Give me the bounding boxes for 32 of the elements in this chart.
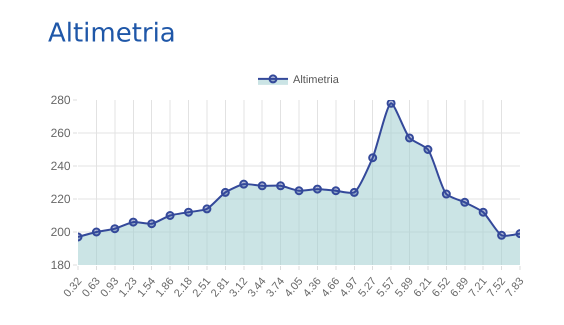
chart-title: Altimetria bbox=[48, 18, 176, 49]
point bbox=[92, 228, 101, 236]
y-tick-label: 200 bbox=[50, 225, 71, 240]
point bbox=[368, 153, 378, 162]
point bbox=[202, 204, 212, 214]
point bbox=[239, 180, 248, 189]
point bbox=[478, 208, 488, 217]
point bbox=[423, 145, 432, 154]
point bbox=[386, 100, 396, 108]
point bbox=[460, 198, 470, 207]
point bbox=[110, 224, 120, 234]
point bbox=[128, 218, 138, 227]
y-tick-label: 280 bbox=[50, 93, 71, 108]
point bbox=[405, 133, 414, 142]
point bbox=[312, 184, 322, 194]
point bbox=[350, 188, 359, 197]
legend-label: Altimetria bbox=[293, 74, 340, 86]
point bbox=[331, 186, 340, 196]
y-tick-label: 260 bbox=[50, 126, 71, 140]
point bbox=[166, 211, 175, 220]
point bbox=[184, 208, 193, 217]
y-tick-label: 180 bbox=[50, 258, 71, 272]
point bbox=[442, 190, 451, 199]
y-tick-label: 220 bbox=[50, 192, 71, 206]
point bbox=[276, 181, 286, 190]
point bbox=[294, 186, 304, 196]
y-tick-label: 240 bbox=[50, 159, 71, 174]
x-tick-label: 7.83 bbox=[504, 275, 527, 300]
point bbox=[147, 219, 156, 228]
point bbox=[497, 230, 506, 240]
point bbox=[258, 181, 267, 190]
point bbox=[220, 188, 230, 197]
